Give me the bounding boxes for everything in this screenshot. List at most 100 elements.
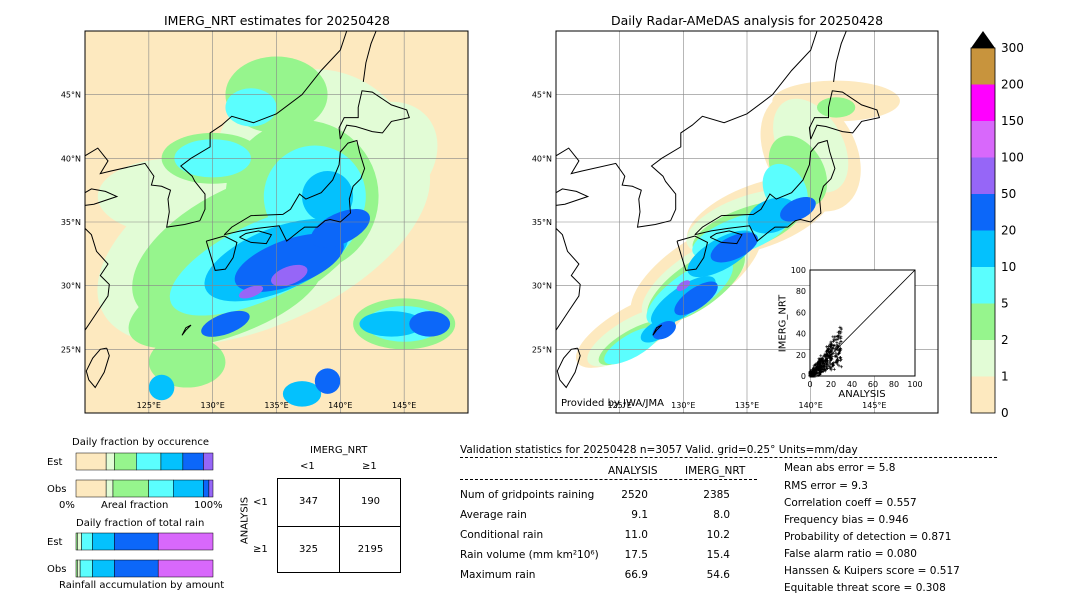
scatter-point xyxy=(808,374,812,378)
coastline xyxy=(709,230,743,245)
colorbar-segment xyxy=(971,157,995,194)
scatter-point xyxy=(829,366,833,370)
scatter-point xyxy=(829,353,833,357)
score-pod: Probability of detection = 0.871 xyxy=(784,531,952,543)
lon-label: 140°E xyxy=(328,401,352,410)
scatter-point xyxy=(839,326,843,330)
fraction-segment xyxy=(77,559,81,578)
score-mae: Mean abs error = 5.8 xyxy=(784,462,896,474)
lat-label: 35°N xyxy=(532,218,552,227)
lon-label: 135°E xyxy=(735,401,759,410)
colorbar-label: 200 xyxy=(1001,78,1024,92)
scatter-point xyxy=(819,354,823,358)
coastline xyxy=(180,30,348,221)
coastline xyxy=(84,228,110,331)
colorbar: 0 1 2 5 10 20 50 100 150 200 300 xyxy=(970,31,1024,420)
coastline xyxy=(694,139,836,242)
occurrence-axis-right: 100% xyxy=(194,500,223,511)
fraction-segment xyxy=(148,479,174,498)
stats-divider xyxy=(460,457,997,458)
stat-row-imerg: 54.6 xyxy=(706,569,730,581)
lon-label: 140°E xyxy=(799,401,823,410)
scatter-point xyxy=(838,335,842,339)
scatter-xtick: 100 xyxy=(907,380,922,389)
scatter-point xyxy=(818,366,822,370)
rain-cell xyxy=(652,321,676,340)
rain-cell xyxy=(409,311,451,337)
scatter-point xyxy=(816,360,820,364)
coastline xyxy=(555,147,671,228)
right-map-coastline xyxy=(555,30,881,389)
scatter-point xyxy=(839,365,843,369)
lat-label: 30°N xyxy=(532,282,552,291)
rain-cell xyxy=(674,281,718,316)
coastline xyxy=(84,188,119,206)
scatter-plot: 00 20 20 40 40 60 60 80 80 100 100 xyxy=(791,266,923,389)
lon-label: 145°E xyxy=(392,401,416,410)
contingency-row-lt1: <1 xyxy=(253,497,268,508)
scatter-point xyxy=(825,349,829,353)
scatter-point xyxy=(828,350,832,354)
coastline xyxy=(84,147,201,228)
lat-label: 30°N xyxy=(61,282,81,291)
total-rain-caption: Rainfall accumulation by amount xyxy=(59,580,225,591)
fraction-segment xyxy=(182,452,204,471)
score-corr: Correlation coeff = 0.557 xyxy=(784,497,917,509)
lat-label: 35°N xyxy=(61,218,81,227)
total-rain-title: Daily fraction of total rain xyxy=(76,518,205,529)
scatter-point xyxy=(821,369,825,373)
scatter-ytick: 60 xyxy=(796,308,806,317)
scatter-xtick: 80 xyxy=(889,380,899,389)
scatter-point xyxy=(837,352,841,356)
rain-cell xyxy=(282,381,322,407)
scatter-point xyxy=(838,332,842,336)
stat-row-label: Average rain xyxy=(460,509,527,521)
rain-cell xyxy=(225,88,277,127)
coastline xyxy=(181,324,192,336)
contingency-table: 347 190 325 2195 xyxy=(277,478,401,573)
scatter-point xyxy=(828,356,832,360)
stat-row-imerg: 15.4 xyxy=(706,549,730,561)
coastline xyxy=(223,139,366,242)
contingency-col-lt1: <1 xyxy=(300,461,315,472)
stat-row-label: Maximum rain xyxy=(460,569,536,581)
occurrence-title: Daily fraction by occurence xyxy=(72,437,210,448)
scatter-point xyxy=(833,347,837,351)
fraction-segment xyxy=(92,532,115,551)
coastline xyxy=(650,30,818,221)
scatter-point xyxy=(839,358,843,362)
scatter-xtick: 0 xyxy=(807,380,812,389)
scatter-xtick: 40 xyxy=(847,380,857,389)
scatter-point xyxy=(830,349,834,353)
fraction-segment xyxy=(160,452,184,471)
colorbar-segment xyxy=(971,84,995,121)
coastline xyxy=(205,235,238,271)
colorbar-label: 5 xyxy=(1001,297,1009,311)
lon-label: 135°E xyxy=(264,401,288,410)
rain-cell xyxy=(710,232,758,263)
total-rain-row-obs: Obs xyxy=(47,564,67,575)
coastline xyxy=(833,30,847,82)
scatter-point xyxy=(826,359,830,363)
colorbar-segment xyxy=(971,267,995,304)
colorbar-label: 300 xyxy=(1001,41,1024,55)
lat-label: 40°N xyxy=(61,154,81,163)
coastline xyxy=(362,30,377,82)
fraction-segment xyxy=(136,452,162,471)
stat-row-analysis: 17.5 xyxy=(624,549,648,561)
occurrence-row-obs: Obs xyxy=(47,484,67,495)
colorbar-label: 150 xyxy=(1001,114,1024,128)
stat-row-imerg: 10.2 xyxy=(706,529,730,541)
colorbar-label: 10 xyxy=(1001,260,1016,274)
cell-false-alarm: 190 xyxy=(360,496,381,507)
scatter-point xyxy=(838,356,842,360)
scatter-ytick: 0 xyxy=(801,372,806,381)
fraction-segment xyxy=(105,479,114,498)
colorbar-label: 1 xyxy=(1001,370,1009,384)
colorbar-label: 100 xyxy=(1001,151,1024,165)
scatter-point xyxy=(821,368,825,372)
right-map-title: Daily Radar-AMeDAS analysis for 20250428 xyxy=(610,13,884,28)
scatter-point xyxy=(839,349,843,353)
scatter-point xyxy=(831,339,835,343)
scatter-point xyxy=(830,354,834,358)
